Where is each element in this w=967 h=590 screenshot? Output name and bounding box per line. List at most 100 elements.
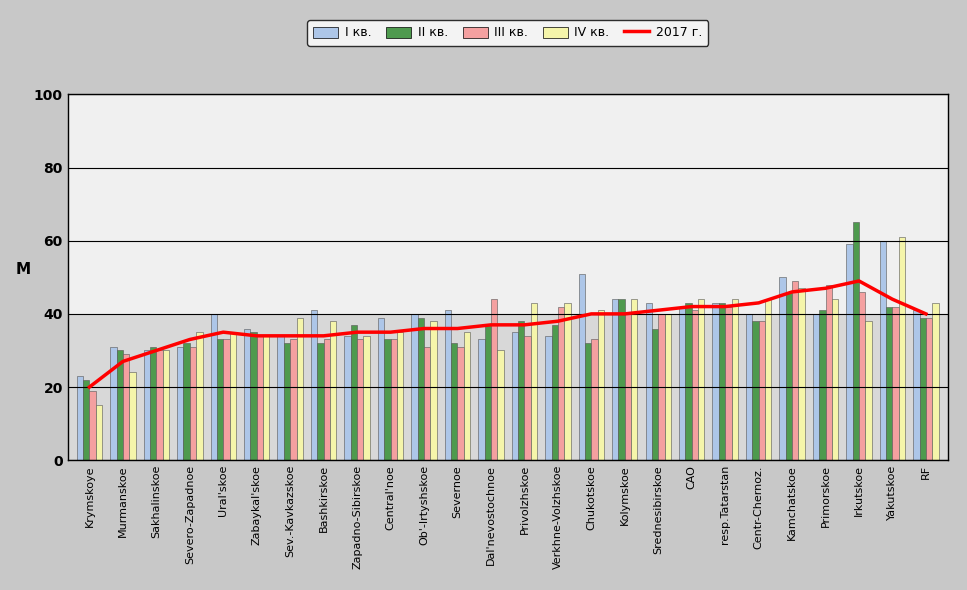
- Bar: [290, 339, 297, 460]
- Bar: [424, 347, 430, 460]
- Bar: [223, 339, 229, 460]
- Bar: [631, 299, 637, 460]
- Bar: [491, 299, 497, 460]
- Bar: [652, 329, 659, 460]
- Bar: [752, 321, 759, 460]
- Bar: [779, 277, 786, 460]
- Bar: [646, 303, 652, 460]
- Bar: [177, 347, 184, 460]
- Bar: [664, 314, 671, 460]
- Bar: [110, 347, 117, 460]
- Bar: [598, 310, 604, 460]
- Bar: [898, 237, 905, 460]
- Bar: [464, 332, 470, 460]
- Bar: [68, 314, 948, 460]
- Bar: [317, 343, 324, 460]
- Bar: [893, 307, 898, 460]
- Bar: [913, 310, 920, 460]
- Bar: [886, 307, 893, 460]
- Bar: [351, 325, 357, 460]
- Bar: [76, 376, 83, 460]
- Bar: [799, 289, 805, 460]
- Bar: [297, 317, 303, 460]
- Bar: [792, 281, 799, 460]
- Bar: [932, 303, 939, 460]
- Bar: [83, 380, 89, 460]
- Bar: [89, 391, 96, 460]
- Bar: [364, 336, 369, 460]
- Bar: [518, 321, 524, 460]
- Bar: [391, 339, 396, 460]
- Bar: [196, 332, 202, 460]
- Bar: [832, 299, 838, 460]
- Bar: [378, 317, 384, 460]
- Bar: [457, 347, 464, 460]
- Bar: [718, 303, 725, 460]
- Bar: [926, 317, 932, 460]
- Bar: [853, 222, 859, 460]
- Bar: [284, 343, 290, 460]
- Bar: [564, 303, 571, 460]
- Bar: [765, 299, 772, 460]
- Bar: [123, 354, 130, 460]
- Bar: [430, 321, 437, 460]
- Bar: [96, 405, 103, 460]
- Bar: [826, 284, 832, 460]
- Bar: [497, 350, 504, 460]
- Bar: [625, 314, 631, 460]
- Bar: [278, 336, 284, 460]
- Bar: [117, 350, 123, 460]
- Bar: [256, 336, 263, 460]
- Bar: [324, 339, 330, 460]
- Bar: [759, 321, 765, 460]
- Bar: [578, 274, 585, 460]
- Bar: [612, 299, 619, 460]
- Bar: [679, 307, 686, 460]
- Bar: [691, 310, 698, 460]
- Y-axis label: М: М: [15, 263, 30, 277]
- Bar: [250, 332, 256, 460]
- Bar: [384, 339, 391, 460]
- Bar: [130, 372, 135, 460]
- Bar: [344, 336, 351, 460]
- Bar: [813, 314, 819, 460]
- Bar: [330, 321, 337, 460]
- Bar: [585, 343, 592, 460]
- Bar: [551, 325, 558, 460]
- Bar: [592, 339, 598, 460]
- Bar: [880, 241, 886, 460]
- Bar: [68, 94, 948, 460]
- Bar: [865, 321, 871, 460]
- Bar: [524, 336, 531, 460]
- Bar: [311, 310, 317, 460]
- Bar: [184, 343, 190, 460]
- Bar: [619, 299, 625, 460]
- Bar: [545, 336, 551, 460]
- Bar: [396, 332, 403, 460]
- Bar: [150, 347, 157, 460]
- Bar: [846, 244, 853, 460]
- Bar: [484, 325, 491, 460]
- Bar: [452, 343, 457, 460]
- Bar: [713, 303, 718, 460]
- Bar: [686, 303, 691, 460]
- Bar: [731, 299, 738, 460]
- Bar: [512, 332, 518, 460]
- Bar: [819, 310, 826, 460]
- Bar: [263, 336, 270, 460]
- Legend: I кв., II кв., III кв., IV кв., 2017 г.: I кв., II кв., III кв., IV кв., 2017 г.: [308, 20, 708, 45]
- Bar: [162, 350, 169, 460]
- Bar: [659, 314, 664, 460]
- Bar: [725, 307, 731, 460]
- Bar: [786, 292, 792, 460]
- Bar: [244, 329, 250, 460]
- Bar: [190, 347, 196, 460]
- Bar: [357, 339, 364, 460]
- Bar: [531, 303, 537, 460]
- Bar: [859, 292, 865, 460]
- Bar: [746, 314, 752, 460]
- Bar: [411, 314, 418, 460]
- Bar: [217, 339, 223, 460]
- Bar: [558, 307, 564, 460]
- Bar: [698, 299, 704, 460]
